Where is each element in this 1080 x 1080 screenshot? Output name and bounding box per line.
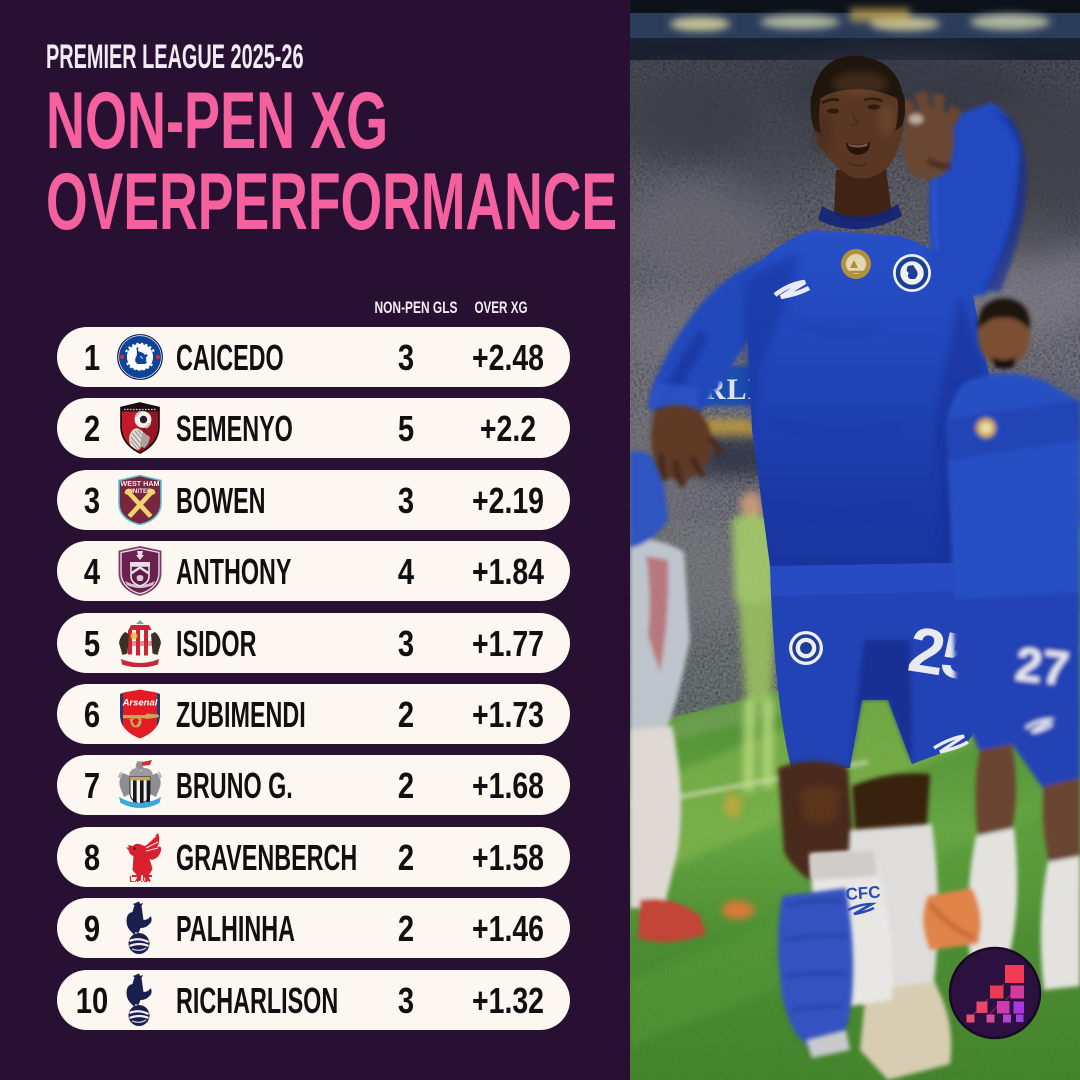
svg-text:27: 27 bbox=[1013, 638, 1072, 696]
svg-text:L.F.C.: L.F.C. bbox=[129, 875, 150, 883]
svg-text:Arsenal: Arsenal bbox=[122, 698, 158, 709]
svg-text:CFC: CFC bbox=[845, 883, 881, 904]
svg-text:WEST HAM: WEST HAM bbox=[120, 479, 159, 488]
svg-text:UNITED: UNITED bbox=[128, 488, 152, 495]
